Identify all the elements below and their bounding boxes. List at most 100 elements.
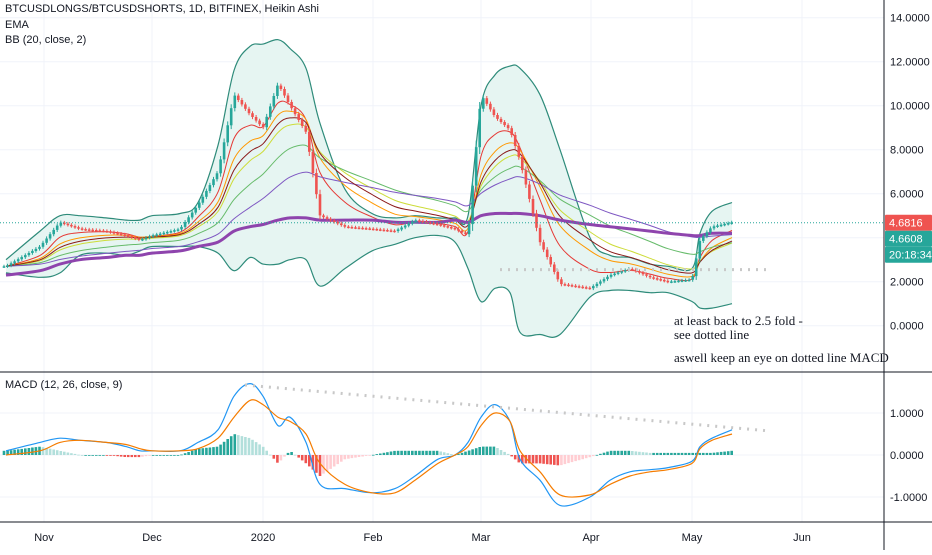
candle-body	[77, 227, 80, 229]
candle-body	[531, 199, 535, 214]
candle-body	[286, 95, 290, 102]
candle-body	[176, 229, 180, 231]
macd-histogram-bar	[304, 455, 308, 464]
candle-body	[613, 273, 616, 276]
last-price-tag-bg	[885, 214, 932, 231]
candle-body	[457, 228, 460, 231]
candle-body	[556, 271, 560, 280]
macd-histogram-bar	[45, 448, 48, 455]
macd-histogram-bar	[240, 436, 244, 455]
candle-body	[446, 226, 450, 228]
macd-histogram-bar	[482, 446, 485, 455]
macd-histogram-bar	[371, 454, 375, 456]
macd-histogram-bar	[719, 451, 723, 455]
macd-histogram-bar	[592, 455, 595, 457]
macd-histogram-bar	[396, 450, 400, 455]
candle-body	[283, 89, 286, 96]
candle-body	[311, 151, 315, 173]
macd-histogram-bar	[254, 442, 258, 455]
candle-body	[553, 264, 556, 272]
macd-histogram-bar	[411, 450, 414, 455]
candle-body	[304, 125, 308, 132]
candle-body	[442, 225, 446, 227]
candle-body	[9, 263, 13, 266]
macd-histogram-bar	[425, 450, 428, 455]
macd-histogram-bar	[368, 455, 371, 456]
macd-histogram-bar	[9, 450, 13, 455]
macd-histogram-bar	[244, 437, 247, 455]
price-tick-label: 14.0000	[890, 13, 930, 25]
macd-histogram-bar	[20, 448, 23, 455]
symbol-title[interactable]: BTCUSDLONGS/BTCUSDSHORTS, 1D, BITFINEX, …	[5, 3, 319, 15]
macd-histogram-bar	[677, 452, 680, 455]
macd-histogram-bar	[627, 450, 631, 455]
macd-histogram-bar	[112, 455, 116, 456]
candle-body	[503, 122, 506, 126]
macd-histogram-bar	[16, 449, 20, 455]
candle-body	[403, 225, 407, 228]
macd-indicator-label[interactable]: MACD (12, 26, close, 9)	[5, 379, 123, 391]
candle-body	[368, 228, 371, 230]
macd-histogram-bar	[652, 452, 655, 455]
macd-histogram-bar	[655, 452, 659, 455]
macd-histogram-bar	[116, 455, 119, 457]
candle-body	[63, 222, 66, 225]
candle-body	[59, 222, 63, 226]
candle-body	[151, 235, 155, 237]
bb-indicator-label[interactable]: BB (20, close, 2)	[5, 34, 87, 46]
macd-histogram-bar	[357, 455, 361, 457]
macd-histogram-bar	[31, 447, 34, 455]
candle-body	[499, 118, 503, 122]
macd-histogram-bar	[489, 446, 492, 455]
macd-histogram-bar	[716, 452, 719, 455]
macd-histogram-bar	[418, 450, 421, 455]
candle-body	[712, 226, 716, 229]
macd-histogram-bar	[379, 453, 382, 455]
macd-histogram-bar	[190, 450, 194, 455]
macd-histogram-bar	[382, 452, 386, 455]
macd-histogram-bar	[269, 454, 272, 456]
macd-histogram-bar	[332, 455, 336, 467]
candle-body	[6, 265, 9, 267]
macd-histogram-bar	[623, 450, 627, 455]
macd-histogram-bar	[506, 453, 510, 455]
candle-body	[450, 227, 453, 229]
macd-histogram-bar	[286, 452, 290, 455]
candle-body	[460, 230, 464, 233]
candle-body	[300, 120, 304, 126]
candle-body	[183, 222, 187, 227]
macd-histogram-bar	[577, 455, 581, 461]
macd-histogram-bar	[55, 450, 59, 455]
candle-body	[421, 220, 425, 223]
candle-body	[293, 108, 297, 115]
macd-tick-label: 0.0000	[890, 450, 924, 462]
macd-histogram-bar	[386, 452, 389, 455]
candle-body	[20, 257, 23, 260]
candle-body	[123, 234, 126, 236]
macd-histogram-bar	[162, 455, 166, 456]
candle-body	[180, 226, 183, 230]
ema-indicator-label[interactable]: EMA	[5, 19, 29, 31]
candle-body	[297, 114, 300, 120]
candle-body	[45, 238, 48, 243]
candle-body	[66, 223, 70, 226]
candle-body	[336, 221, 339, 224]
macd-histogram-bar	[276, 455, 279, 463]
macd-histogram-bar	[528, 455, 531, 464]
macd-histogram-bar	[208, 447, 212, 455]
macd-histogram-bar	[698, 452, 702, 455]
candle-body	[173, 230, 176, 232]
macd-histogram-bar	[570, 455, 574, 463]
macd-histogram-bar	[340, 455, 343, 462]
macd-histogram-bar	[198, 448, 201, 455]
macd-histogram-bar	[723, 451, 726, 455]
candle-body	[393, 230, 396, 233]
candle-body	[343, 225, 347, 227]
candle-body	[584, 287, 588, 289]
note-line-2: see dotted line	[674, 327, 750, 342]
macd-histogram-bar	[247, 437, 251, 455]
macd-histogram-bar	[322, 455, 325, 474]
macd-histogram-bar	[2, 450, 6, 455]
